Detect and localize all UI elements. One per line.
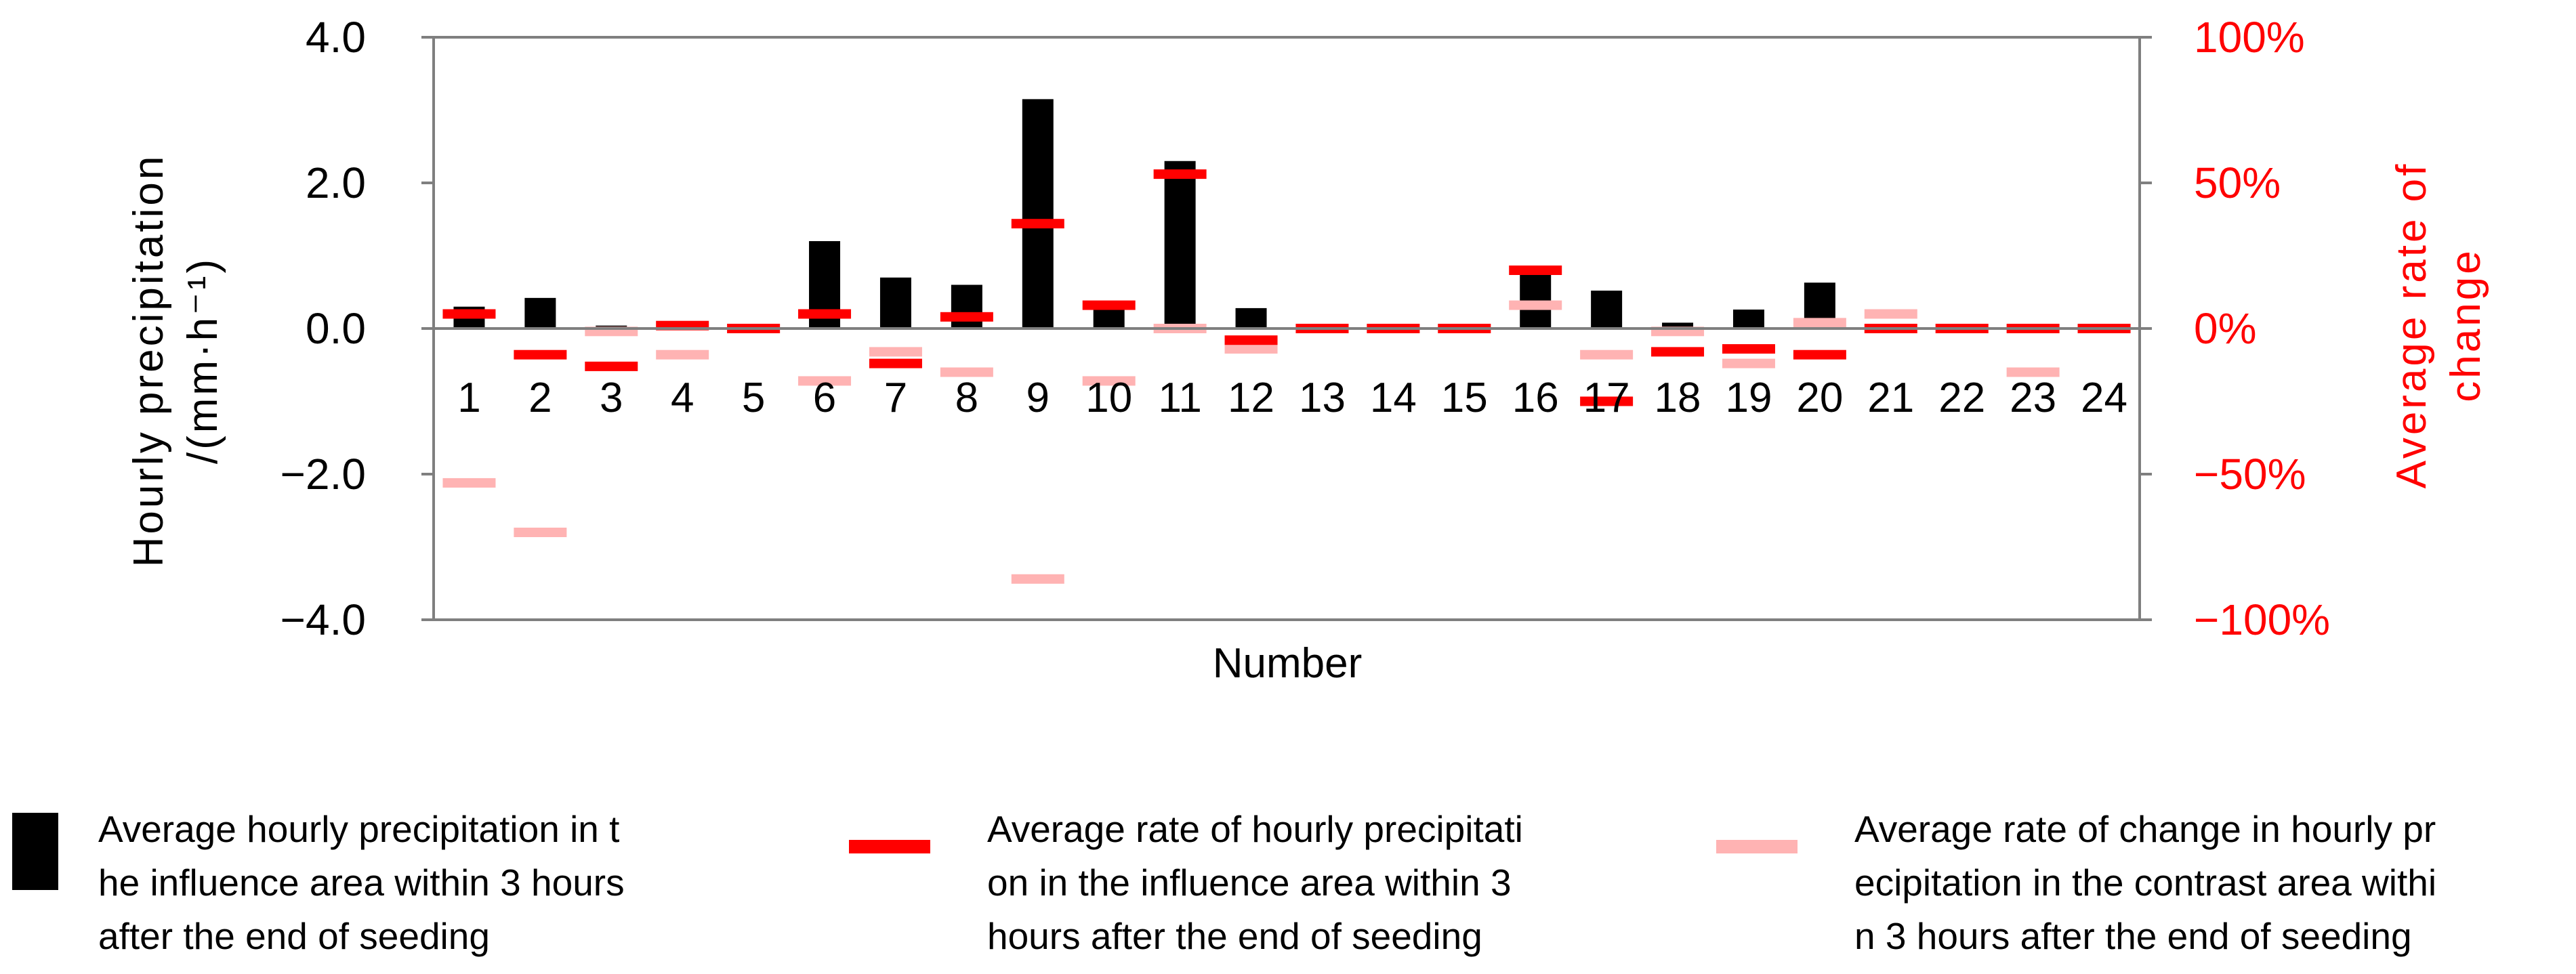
contrast-rate-marker xyxy=(798,376,852,386)
bar xyxy=(1164,161,1196,329)
x-tick-label: 21 xyxy=(1867,375,1914,421)
x-tick-label: 23 xyxy=(2010,375,2056,421)
influence-rate-marker xyxy=(869,358,922,368)
x-tick-label: 8 xyxy=(955,375,978,421)
contrast-rate-marker xyxy=(1722,358,1775,368)
contrast-rate-marker xyxy=(1011,574,1064,584)
bar xyxy=(1591,291,1623,329)
x-tick-label: 10 xyxy=(1085,375,1132,421)
y-right-tick-label: 0% xyxy=(2194,304,2257,353)
x-tick-label: 7 xyxy=(884,375,907,421)
contrast-rate-marker xyxy=(1864,309,1917,319)
bar xyxy=(1520,266,1552,329)
influence-rate-marker xyxy=(1153,169,1207,179)
x-tick-label: 17 xyxy=(1583,375,1630,421)
influence-rate-marker xyxy=(1580,396,1634,406)
contrast-rate-marker xyxy=(442,478,496,488)
y-axis-left-title: Hourly precipitation /(mm·h⁻¹) xyxy=(125,154,226,568)
legend-label-line: Average hourly precipitation in t xyxy=(98,808,619,850)
x-tick-label: 14 xyxy=(1370,375,1417,421)
bar xyxy=(1022,99,1054,329)
bar xyxy=(951,284,982,329)
influence-rate-marker xyxy=(940,312,993,322)
x-tick-label: 22 xyxy=(1938,375,1985,421)
legend-influence-swatch xyxy=(849,840,930,853)
contrast-rate-marker xyxy=(1509,300,1562,310)
contrast-rate-marker xyxy=(869,347,922,357)
y-axis-left-title-line1: Hourly precipitation xyxy=(125,154,172,568)
legend-label-line: he influence area within 3 hours xyxy=(98,862,625,904)
influence-rate-marker xyxy=(1082,300,1136,310)
y-axis-right-title: Average rate of change xyxy=(2388,162,2489,489)
legend-label-line: after the end of seeding xyxy=(98,915,490,957)
influence-rate-marker xyxy=(1722,344,1775,354)
chart-axes: 4.0 2.0 0.0 −2.0 −4.0 100% 50% 0% −50% −100% xyxy=(281,13,2330,644)
legend-label-line: Average rate of hourly precipitati xyxy=(987,808,1523,850)
bar xyxy=(1093,306,1125,329)
legend-bar-swatch xyxy=(12,813,58,890)
contrast-rate-marker xyxy=(2006,367,2060,377)
bar xyxy=(1732,310,1764,329)
contrast-rate-marker xyxy=(940,367,993,377)
bar xyxy=(1235,308,1267,329)
x-tick-label: 1 xyxy=(457,375,480,421)
chart-plot-area: 1 2 3 4 5 6 7 8 9 10 11 12 13 14 15 16 17 18 19 20 21 22 23 24 xyxy=(442,99,2131,584)
influence-rate-marker xyxy=(1224,335,1278,345)
y-right-tick-label: −50% xyxy=(2194,450,2306,499)
influence-rate-marker xyxy=(1651,347,1705,357)
x-tick-label: 13 xyxy=(1299,375,1346,421)
x-tick-label: 16 xyxy=(1512,375,1559,421)
y-right-tick-label: 100% xyxy=(2194,13,2305,62)
x-tick-label: 9 xyxy=(1026,375,1050,421)
contrast-rate-marker xyxy=(1793,318,1846,328)
y-left-tick-label: 0.0 xyxy=(306,304,366,353)
contrast-rate-marker xyxy=(1082,376,1136,386)
contrast-rate-marker xyxy=(656,350,709,360)
bar xyxy=(1662,322,1694,329)
influence-rate-marker xyxy=(585,361,638,371)
x-tick-label: 2 xyxy=(528,375,552,421)
legend-label-line: n 3 hours after the end of seeding xyxy=(1854,915,2412,957)
x-tick-label: 18 xyxy=(1655,375,1701,421)
y-left-tick-label: −4.0 xyxy=(281,595,366,644)
y-axis-right-title-line1: Average rate of xyxy=(2388,162,2435,489)
bar xyxy=(524,297,556,329)
y-axis-left-title-line2: /(mm·h⁻¹) xyxy=(180,257,226,464)
chart-legend: Average hourly precipitation in t he infl… xyxy=(12,808,2436,957)
y-right-tick-label: 50% xyxy=(2194,158,2281,207)
legend-label-line: hours after the end of seeding xyxy=(987,915,1482,957)
y-left-tick-label: −2.0 xyxy=(281,450,366,499)
x-tick-label: 20 xyxy=(1796,375,1843,421)
contrast-rate-marker xyxy=(1580,350,1634,360)
legend-label-line: Average rate of change in hourly pr xyxy=(1854,808,2436,850)
y-left-tick-label: 4.0 xyxy=(306,13,366,62)
contrast-rate-marker xyxy=(1224,344,1278,354)
y-left-tick-label: 2.0 xyxy=(306,158,366,207)
y-axis-right-title-line2: change xyxy=(2443,248,2489,402)
x-tick-label: 15 xyxy=(1441,375,1488,421)
x-tick-label: 24 xyxy=(2081,375,2127,421)
legend-label-line: ecipitation in the contrast area withi xyxy=(1854,862,2436,904)
x-tick-label: 19 xyxy=(1725,375,1772,421)
y-right-tick-label: −100% xyxy=(2194,595,2330,644)
influence-rate-marker xyxy=(1011,219,1064,229)
influence-rate-marker xyxy=(442,309,496,319)
x-tick-label: 5 xyxy=(742,375,765,421)
x-axis-title: Number xyxy=(1213,640,1363,687)
influence-rate-marker xyxy=(1509,266,1562,275)
x-tick-label: 3 xyxy=(600,375,623,421)
influence-rate-marker xyxy=(798,309,852,319)
legend-label-line: on in the influence area within 3 xyxy=(987,862,1512,904)
influence-rate-marker xyxy=(514,350,567,360)
contrast-rate-marker xyxy=(514,528,567,537)
x-tick-label: 12 xyxy=(1228,375,1274,421)
x-tick-label: 11 xyxy=(1158,375,1201,421)
bar xyxy=(879,277,911,329)
legend-contrast-swatch xyxy=(1716,840,1798,853)
influence-rate-marker xyxy=(1793,350,1846,360)
x-tick-label: 6 xyxy=(813,375,836,421)
x-tick-label: 4 xyxy=(671,375,694,421)
